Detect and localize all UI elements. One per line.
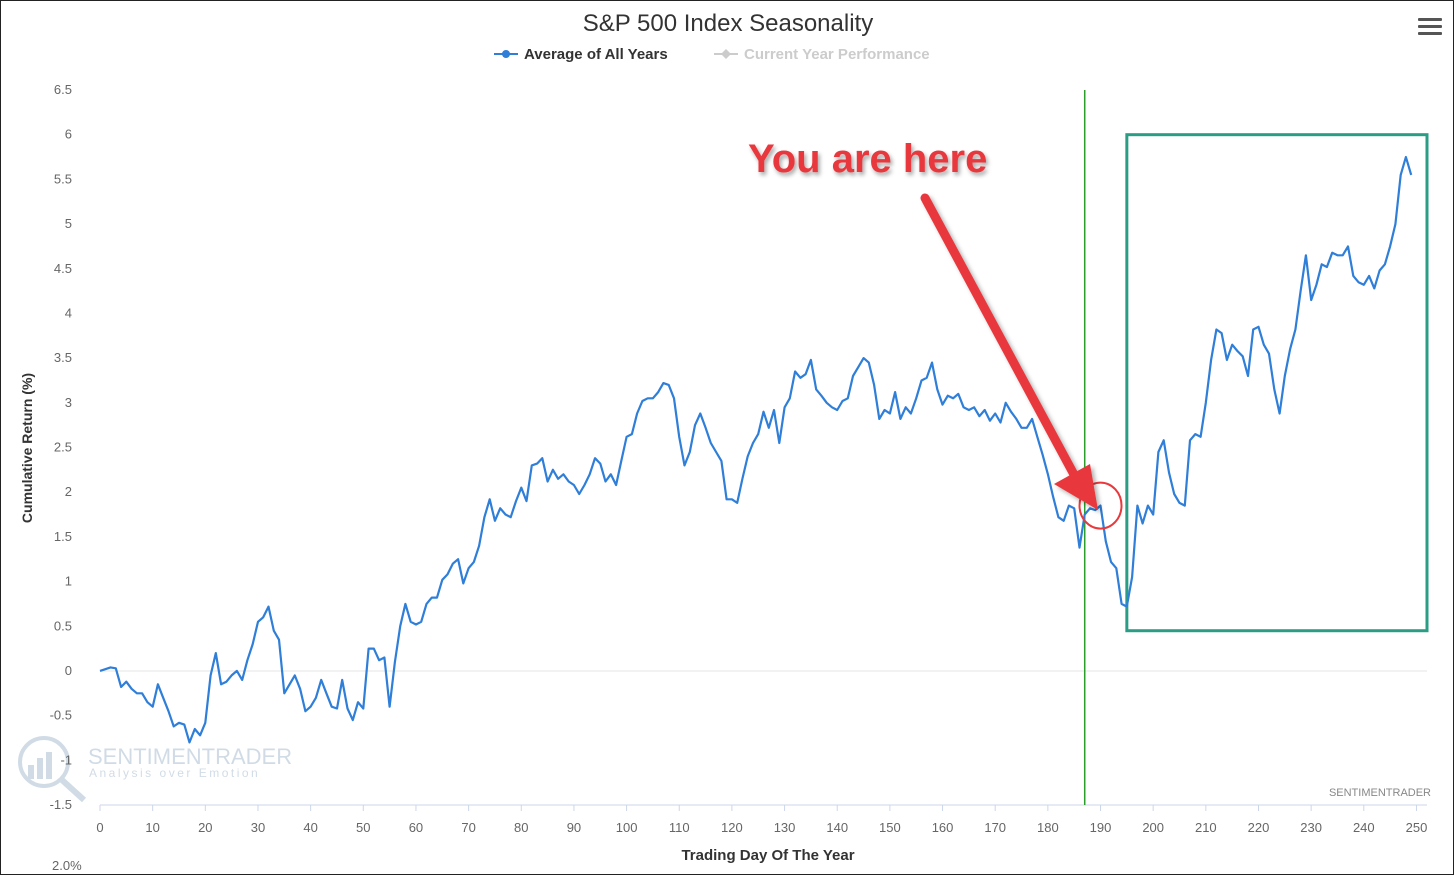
annotation-text: You are here: [748, 137, 987, 181]
y-tick-label: 4.5: [54, 261, 72, 276]
x-tick-label: 130: [774, 820, 796, 835]
y-axis-ticks: -1.5 -1 -0.5 0 0.5 1 1.5 2 2.5 3 3.5 4 4.5 5 5.5 6 6.5: [50, 82, 72, 812]
y-tick-label: 2.5: [54, 440, 72, 455]
x-tick-label: 190: [1090, 820, 1112, 835]
x-tick-label: 180: [1037, 820, 1059, 835]
y-tick-label: 6.5: [54, 82, 72, 97]
y-tick-label: 4: [65, 305, 72, 320]
x-tick-label: 40: [303, 820, 317, 835]
x-tick-label: 80: [514, 820, 528, 835]
series-line-average[interactable]: [99, 155, 1413, 744]
annotation-arrow: [920, 193, 1098, 510]
x-tick-label: 70: [461, 820, 475, 835]
legend-item-current-year[interactable]: Current Year Performance: [714, 46, 930, 63]
x-tick-label: 110: [669, 820, 690, 835]
y-axis-title: Cumulative Return (%): [19, 373, 35, 523]
x-tick-label: 120: [721, 820, 743, 835]
x-axis-ticks: 0 10 20 30 40 50 60 70 80 90 100 110 120 130 140 150 160…: [96, 805, 1427, 835]
x-tick-label: 140: [826, 820, 848, 835]
x-tick-label: 250: [1406, 820, 1428, 835]
x-tick-label: 30: [251, 820, 265, 835]
y-tick-label: 5.5: [54, 171, 72, 186]
y-tick-label: -1.5: [50, 797, 72, 812]
x-tick-label: 10: [145, 820, 159, 835]
x-tick-label: 60: [409, 820, 423, 835]
x-tick-label: 0: [96, 820, 103, 835]
legend-item-average[interactable]: Average of All Years: [494, 46, 668, 63]
x-tick-label: 170: [984, 820, 1006, 835]
y-tick-label: -1: [60, 752, 72, 767]
chart-title: S&P 500 Index Seasonality: [583, 10, 873, 37]
x-tick-label: 160: [932, 820, 954, 835]
y-tick-label: 0.5: [54, 618, 72, 633]
legend-label-average: Average of All Years: [524, 46, 668, 63]
y-tick-label: 1: [65, 574, 72, 589]
watermark: SENTIMENTRADER Analysis over Emotion: [18, 736, 292, 803]
legend-label-current-year: Current Year Performance: [744, 46, 930, 63]
x-tick-label: 100: [616, 820, 638, 835]
watermark-tagline: Analysis over Emotion: [89, 766, 260, 780]
credit-text: SENTIMENTRADER: [1329, 787, 1431, 799]
x-tick-label: 150: [879, 820, 901, 835]
circle-marker: [1078, 481, 1123, 530]
y-tick-label: 6: [65, 127, 72, 142]
y-tick-label: 3.5: [54, 350, 72, 365]
y-tick-label: -0.5: [50, 708, 72, 723]
x-tick-label: 50: [356, 820, 370, 835]
y-tick-label: 2: [65, 484, 72, 499]
y-tick-label: 0: [65, 663, 72, 678]
hamburger-menu-icon[interactable]: [1418, 18, 1442, 38]
y-tick-label: 1.5: [54, 529, 72, 544]
x-tick-label: 220: [1248, 820, 1270, 835]
x-tick-label: 200: [1142, 820, 1164, 835]
watermark-title: SENTIMENTRADER: [88, 744, 292, 769]
x-tick-label: 240: [1353, 820, 1375, 835]
y-tick-label: 3: [65, 395, 72, 410]
x-tick-label: 230: [1300, 820, 1322, 835]
x-tick-label: 210: [1195, 820, 1217, 835]
navigator-label: 2.0%: [52, 858, 82, 873]
x-tick-label: 20: [198, 820, 212, 835]
y-tick-label: 5: [65, 216, 72, 231]
x-axis-title: Trading Day Of The Year: [681, 847, 854, 864]
highlight-box: [1125, 133, 1429, 633]
x-tick-label: 90: [567, 820, 581, 835]
legend: Average of All Years Current Year Perfor…: [494, 46, 930, 63]
